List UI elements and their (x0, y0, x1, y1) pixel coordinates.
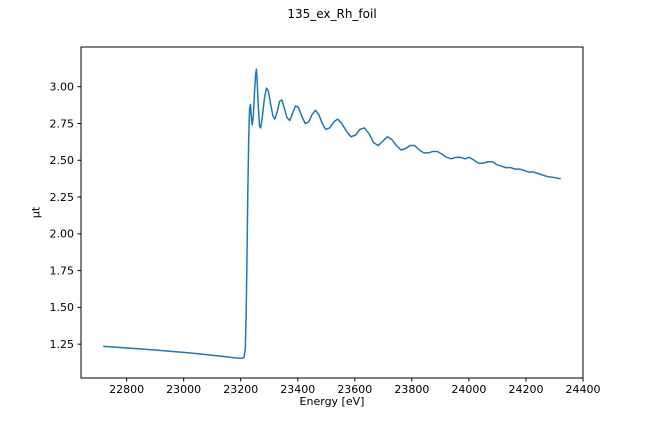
chart-title: 135_ex_Rh_foil (287, 7, 377, 21)
y-tick-label: 2.00 (50, 228, 75, 241)
x-tick-label: 24000 (451, 383, 486, 396)
x-tick-label: 23600 (337, 383, 372, 396)
y-axis-label: μt (29, 206, 43, 219)
x-axis-label: Energy [eV] (299, 395, 365, 408)
y-tick-label: 1.25 (50, 338, 75, 351)
y-tick-label: 1.50 (50, 301, 75, 314)
y-tick-label: 2.50 (50, 154, 75, 167)
x-tick-label: 23000 (166, 383, 201, 396)
y-tick-label: 1.75 (50, 264, 75, 277)
y-tick-label: 2.75 (50, 117, 75, 130)
spectrum-line (103, 68, 561, 360)
x-tick-label: 22800 (109, 383, 144, 396)
x-tick-label: 23200 (223, 383, 258, 396)
x-tick-label: 23800 (394, 383, 429, 396)
y-tick-label: 3.00 (50, 81, 75, 94)
x-tick-label: 24400 (566, 383, 601, 396)
x-tick-label: 24200 (508, 383, 543, 396)
y-tick-label: 2.25 (50, 191, 75, 204)
plot-border (80, 46, 584, 379)
x-tick-label: 23400 (280, 383, 315, 396)
